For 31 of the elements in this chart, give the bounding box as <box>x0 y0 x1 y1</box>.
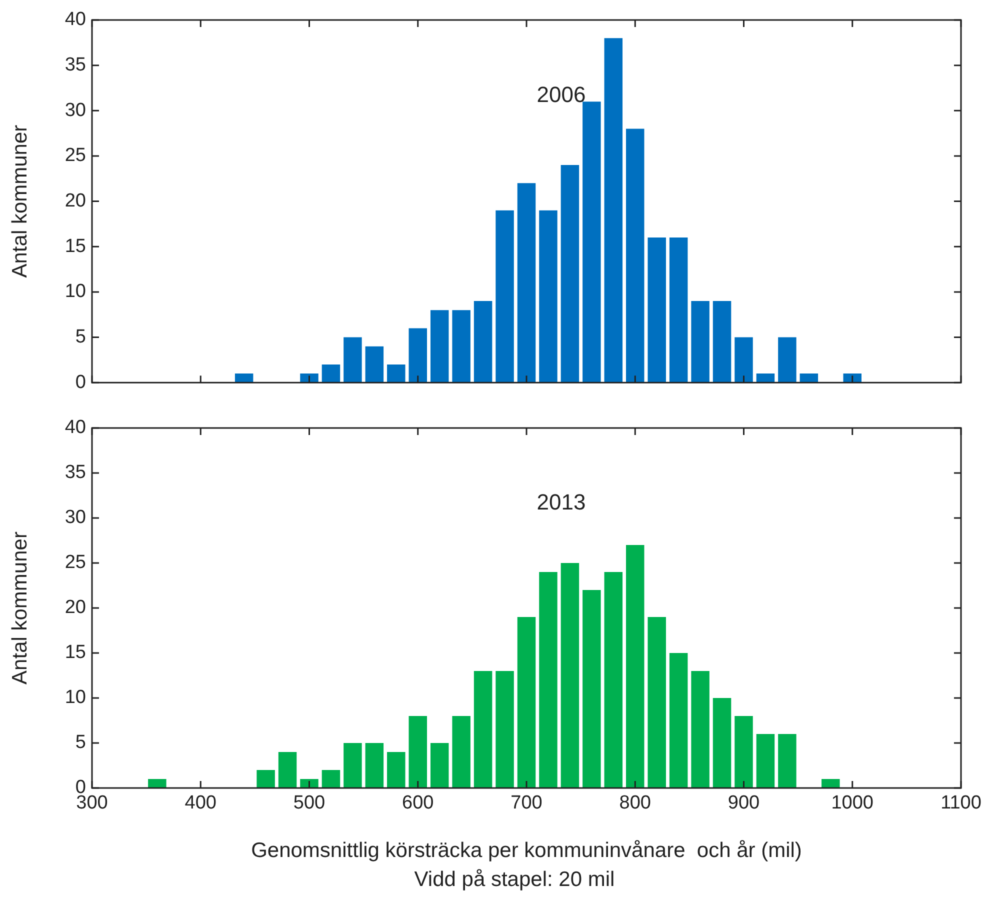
x-tick-label: 600 <box>402 792 434 814</box>
x-tick-label: 800 <box>619 792 651 814</box>
y-tick-label: 40 <box>64 417 86 438</box>
y-axis-title: Antal kommuner <box>8 124 32 278</box>
text: Vidd på stapel: 20 mil <box>413 868 616 892</box>
x-tick-label: 400 <box>184 792 216 814</box>
x-tick-label: 900 <box>728 792 760 814</box>
y-tick-label: 0 <box>75 372 86 393</box>
y-tick-label: 10 <box>64 281 86 302</box>
y-tick-label: 25 <box>64 552 86 574</box>
x-tick-label: 1000 <box>831 792 874 814</box>
annotation: 2006 <box>536 82 586 108</box>
x-tick-label: 700 <box>510 792 542 814</box>
y-axis-title: Antal kommuner <box>8 532 32 684</box>
y-tick-label: 40 <box>64 9 86 30</box>
y-tick-label: 20 <box>64 190 86 212</box>
y-tick-label: 35 <box>64 54 86 76</box>
x-tick-label: 1100 <box>940 792 982 814</box>
y-tick-label: 30 <box>64 100 86 121</box>
y-tick-label: 35 <box>64 462 86 484</box>
x-tick-label: 500 <box>293 792 326 814</box>
annotation: 2013 <box>536 490 586 515</box>
x-axis-title: Genomsnittlig körsträcka per kommuninvånare och år (mil) <box>251 839 802 862</box>
y-tick-label: 30 <box>64 507 86 528</box>
y-tick-label: 15 <box>64 642 86 664</box>
y-tick-label: 5 <box>75 326 86 348</box>
y-tick-label: 25 <box>64 145 86 166</box>
y-tick-label: 10 <box>64 687 86 708</box>
y-tick-label: 20 <box>64 597 86 618</box>
y-tick-label: 5 <box>75 732 86 754</box>
y-tick-label: 15 <box>64 236 86 257</box>
